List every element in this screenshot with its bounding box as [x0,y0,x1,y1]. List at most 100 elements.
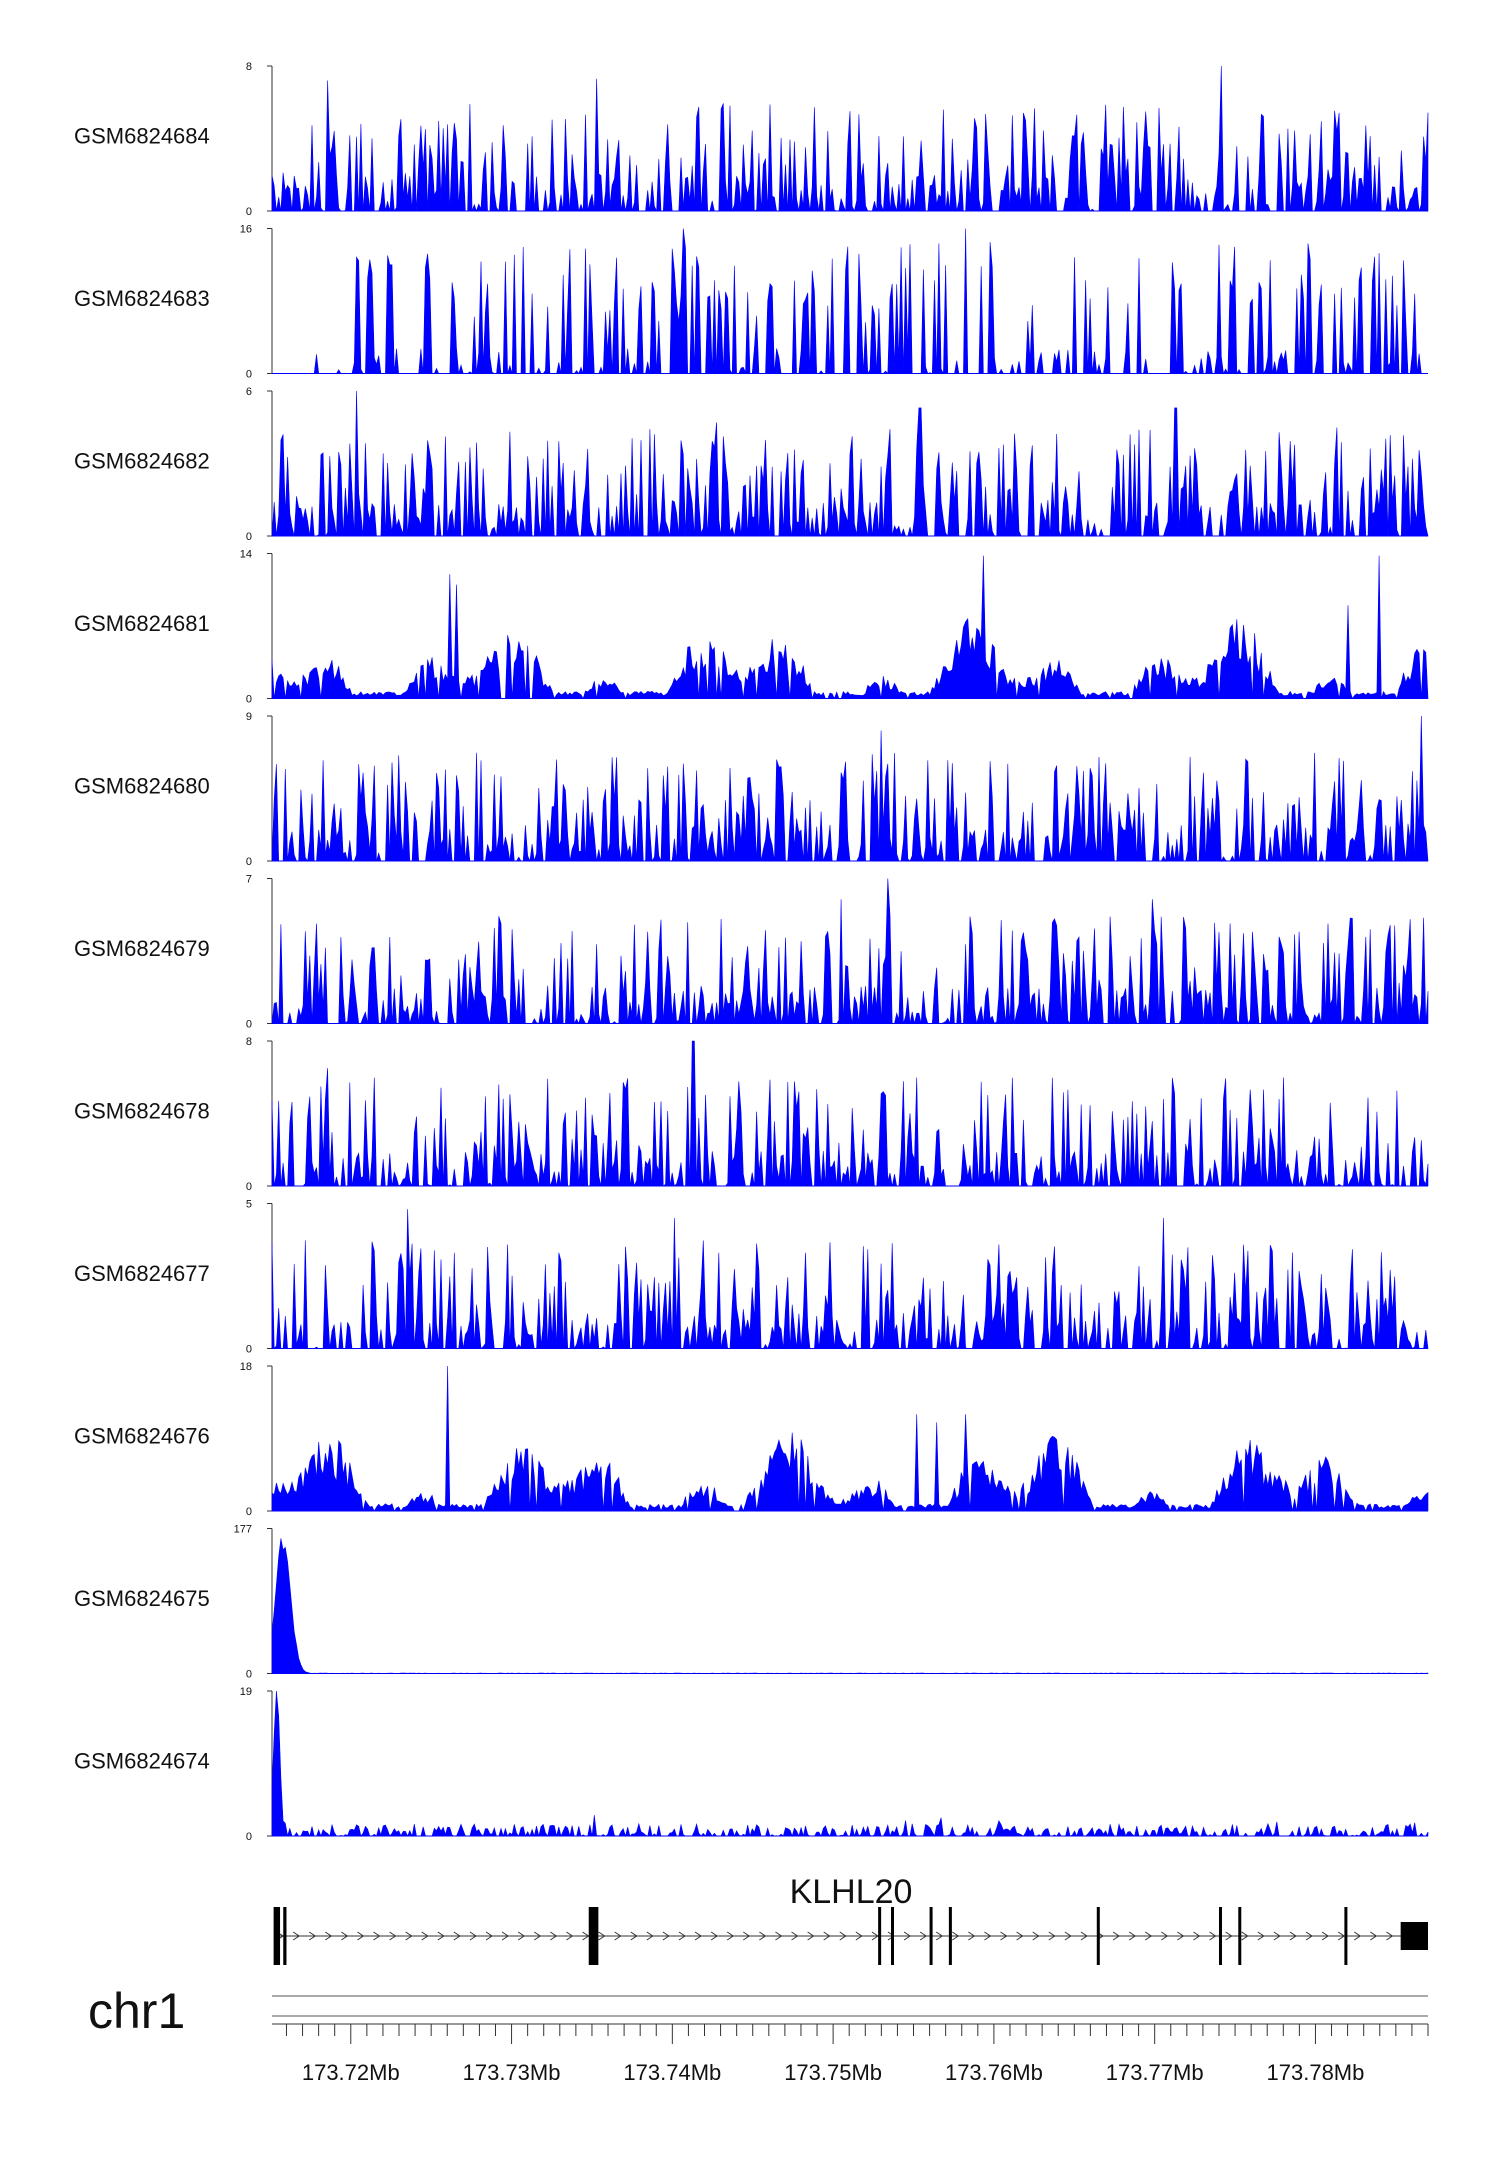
strand-arrow [437,1931,445,1941]
strand-arrow [1048,1931,1056,1941]
strand-arrow [1177,1931,1185,1941]
y-axis-max-label: 14 [240,549,252,561]
strand-arrow [775,1931,783,1941]
y-axis-min-label: 0 [246,1181,252,1193]
strand-arrow [1144,1931,1153,1941]
exon [948,1907,952,1965]
coverage-track: GSM6824678 8 0 [74,1036,1429,1193]
strand-arrow [743,1931,751,1941]
strand-arrow [1209,1931,1217,1941]
coverage-area [271,1040,1429,1188]
strand-arrow [694,1931,702,1941]
strand-arrow [1112,1931,1120,1941]
strand-arrow [855,1931,863,1941]
exon [1344,1907,1348,1965]
strand-arrow [1241,1931,1249,1941]
coverage-track: GSM6824675 177 0 [74,1524,1429,1681]
strand-arrow [566,1931,574,1941]
coverage-area [271,715,1429,863]
strand-arrow [903,1931,911,1941]
y-axis-max-label: 7 [246,874,252,886]
track-label: GSM6824682 [74,449,210,474]
y-axis-min-label: 0 [246,1344,252,1356]
strand-arrow [791,1931,799,1941]
coverage-area [271,1365,1429,1512]
strand-arrow [1032,1931,1040,1941]
strand-arrow [1257,1931,1265,1941]
y-axis-max-label: 177 [234,1524,252,1536]
track-label: GSM6824674 [74,1749,210,1774]
track-label: GSM6824677 [74,1261,210,1286]
strand-arrow [582,1931,590,1941]
coverage-track: GSM6824684 8 0 [74,61,1429,218]
strand-arrow [357,1931,365,1941]
strand-arrow [292,1931,301,1941]
strand-arrow [1337,1931,1346,1941]
chromosome-label: chr1 [88,1983,185,2039]
track-label: GSM6824684 [74,124,210,149]
y-axis-max-label: 19 [240,1686,252,1698]
y-axis-max-label: 9 [246,711,252,723]
strand-arrow [952,1931,960,1941]
strand-arrow [421,1931,429,1941]
strand-arrow [485,1931,493,1941]
coverage-track: GSM6824681 14 0 [74,549,1429,706]
track-label: GSM6824681 [74,611,210,636]
ruler-tick-label: 173.74Mb [623,2060,721,2085]
gene-model-track: KLHL20 [273,1873,1428,1965]
strand-arrow [453,1931,461,1941]
exon [1238,1907,1242,1965]
strand-arrow [614,1931,622,1941]
strand-arrow [1353,1931,1362,1941]
coverage-track: GSM6824679 7 0 [74,874,1429,1031]
strand-arrow [1080,1931,1088,1941]
strand-arrow [1000,1931,1008,1941]
y-axis-min-label: 0 [246,856,252,868]
y-axis-min-label: 0 [246,369,252,381]
strand-arrow [405,1931,413,1941]
strand-arrow [373,1931,381,1941]
y-axis-max-label: 8 [246,61,252,73]
strand-arrow [1193,1931,1201,1941]
exon [878,1907,882,1965]
y-axis-min-label: 0 [246,1831,252,1843]
strand-arrow [984,1931,992,1941]
exon [1218,1907,1222,1965]
coverage-track: GSM6824676 18 0 [74,1361,1429,1518]
strand-arrow [1016,1931,1024,1941]
y-axis-min-label: 0 [246,694,252,706]
strand-arrow [341,1931,349,1941]
strand-arrow [871,1931,879,1941]
strand-arrow [517,1931,526,1941]
track-label: GSM6824678 [74,1099,210,1124]
coverage-tracks: GSM682468480GSM6824683160GSM682468260GSM… [74,61,1429,1843]
strand-arrow [1161,1931,1169,1941]
coverage-track: GSM6824683 16 0 [74,224,1428,381]
coverage-track: GSM6824682 6 0 [74,386,1429,543]
strand-arrow [630,1931,638,1941]
exon [273,1907,281,1965]
y-axis-max-label: 6 [246,386,252,398]
strand-arrow [968,1931,976,1941]
exon [588,1907,599,1965]
strand-arrow [887,1931,895,1941]
y-axis-max-label: 8 [246,1036,252,1048]
strand-arrow [1370,1931,1378,1941]
y-axis-max-label: 5 [246,1199,252,1211]
coverage-area [271,65,1429,213]
strand-arrow [807,1931,815,1941]
strand-arrow [1305,1931,1313,1941]
gene-name-label: KLHL20 [790,1873,913,1911]
coverage-area [271,878,1429,1025]
strand-arrow [1225,1931,1233,1941]
y-axis-min-label: 0 [246,531,252,543]
strand-arrow [839,1931,847,1941]
ruler-tick-label: 173.75Mb [784,2060,882,2085]
strand-arrow [389,1931,397,1941]
coverage-area [271,390,1429,537]
track-label: GSM6824676 [74,1424,210,1449]
strand-arrow [598,1931,606,1941]
ruler-tick-label: 173.72Mb [302,2060,400,2085]
strand-arrow [935,1931,944,1941]
